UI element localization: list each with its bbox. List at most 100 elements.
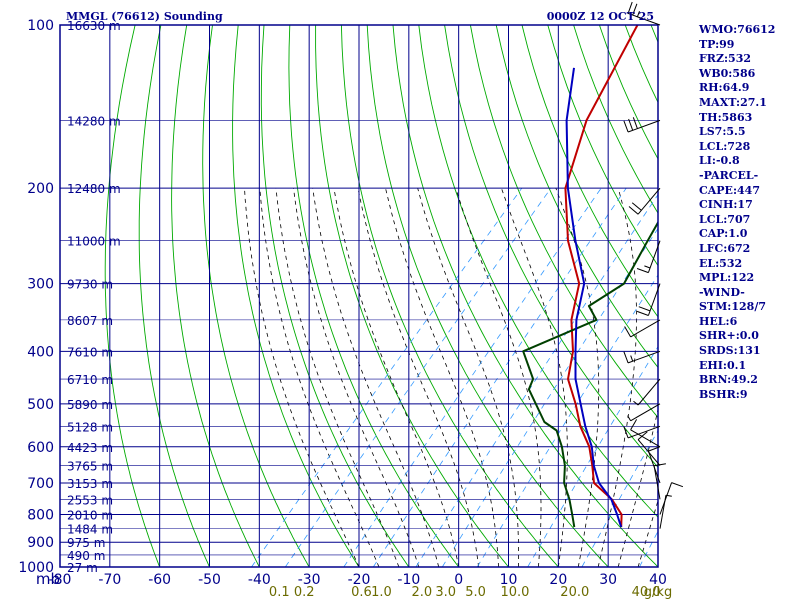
height-label: 9730 m (67, 278, 113, 292)
temperature-trace (564, 25, 639, 528)
index-line: EHI:0.1 (699, 358, 747, 372)
height-label: 2010 m (67, 508, 113, 522)
index-line: TP:99 (699, 37, 735, 51)
height-label: 16630 m (67, 19, 121, 33)
dry-adiabat (392, 25, 658, 567)
wind-barb (628, 187, 661, 215)
height-label: 27 m (67, 561, 98, 575)
pressure-tick-label: 700 (27, 476, 54, 492)
moist-adiabat (275, 188, 400, 567)
moist-adiabat (259, 188, 380, 567)
height-label: 490 m (67, 549, 105, 563)
height-label: 6710 m (67, 373, 113, 387)
dewpoint-trace (522, 220, 658, 528)
moist-adiabat (385, 188, 499, 567)
index-line: LFC:672 (699, 241, 751, 255)
index-line: FRZ:532 (699, 52, 752, 66)
pressure-tick-label: 300 (27, 277, 54, 293)
pressure-tick-label: 800 (27, 507, 54, 523)
wind-barb (623, 117, 661, 133)
dry-adiabat (104, 25, 161, 567)
temperature-tick-label: -70 (98, 572, 121, 588)
temperature-tick-label: 40 (649, 572, 667, 588)
index-line: RH:64.9 (699, 81, 750, 95)
dry-adiabat (418, 25, 658, 518)
dry-adiabat (340, 25, 559, 567)
mixing-ratio-label: 3.0 (435, 585, 456, 600)
pressure-tick-label: 200 (27, 181, 54, 197)
moist-adiabat (617, 407, 658, 567)
temperature-tick-label: -20 (348, 572, 371, 588)
dry-adiabat (260, 25, 410, 567)
pressure-unit-label: mb (36, 570, 60, 588)
wind-barb (627, 403, 661, 422)
mixing-ratio-line (441, 227, 658, 567)
index-line: WB0:586 (699, 66, 756, 80)
height-label: 11000 m (67, 235, 121, 249)
index-line: TH:5863 (699, 110, 753, 124)
index-line: EL:532 (699, 256, 743, 270)
wind-barb (633, 378, 661, 406)
height-label: 1484 m (67, 523, 113, 537)
mixing-ratio-line (415, 193, 658, 567)
index-line: MPL:122 (699, 271, 755, 285)
wind-barb (636, 283, 661, 316)
dry-adiabat (171, 25, 260, 567)
temperature-tick-label: 10 (500, 572, 518, 588)
index-line: MAXT:27.1 (699, 95, 767, 109)
dry-adiabat (315, 25, 509, 567)
mixing-ratio-label: 0.2 (294, 585, 315, 600)
temperature-tick-label: 30 (599, 572, 617, 588)
temperature-tick-label: -30 (298, 572, 321, 588)
mixing-ratio-label: 1.0 (371, 585, 392, 600)
mixing-ratio-line (639, 530, 658, 567)
index-line: SHR+:0.0 (699, 329, 759, 343)
mixing-ratio-line (476, 274, 658, 567)
wind-barb (627, 1, 661, 26)
pressure-tick-label: 600 (27, 440, 54, 456)
mixing-ratio-label: 2.0 (411, 585, 432, 600)
index-line: BSHR:9 (699, 387, 748, 401)
index-line: CINH:17 (699, 198, 753, 212)
mixing-ratio-label: g/kg (644, 585, 672, 600)
dry-adiabat (138, 25, 210, 567)
height-label: 5890 m (67, 398, 113, 412)
parcel-trace (565, 67, 623, 528)
mixing-ratio-line (527, 345, 658, 567)
height-label: 2553 m (67, 493, 113, 507)
indices-panel: WMO:76612 TP:99 FRZ:532 WB0:586 RH:64.9 MAXT:… (699, 23, 799, 402)
moist-adiabat (312, 188, 440, 567)
mixing-ratio-line (251, 187, 523, 567)
temperature-tick-label: 0 (454, 572, 463, 588)
index-line: LI:-0.8 (699, 154, 740, 168)
index-line: STM:128/7 (699, 300, 766, 314)
moist-adiabat (637, 499, 658, 567)
mixing-ratio-label: 40.0 (632, 585, 661, 600)
index-line: SRDS:131 (699, 344, 761, 358)
wind-barb (623, 425, 661, 439)
height-label: 975 m (67, 536, 105, 550)
wind-barb (659, 494, 672, 529)
temperature-tick-label: -10 (397, 572, 420, 588)
index-line: WMO:76612 (699, 23, 776, 36)
height-label: 8607 m (67, 314, 113, 328)
temperature-tick-label: -40 (248, 572, 271, 588)
index-line: BRN:49.2 (699, 373, 758, 387)
chart-title: MMGL (76612) Sounding (66, 10, 223, 23)
pressure-tick-label: 100 (27, 18, 54, 34)
wind-barb (623, 350, 661, 364)
index-line: CAP:1.0 (699, 227, 748, 241)
pressure-tick-label: 500 (27, 397, 54, 413)
moist-adiabat (333, 188, 460, 567)
index-line: -PARCEL- (699, 168, 759, 182)
dry-adiabat (232, 25, 360, 567)
wind-barb (630, 419, 661, 448)
height-label: 12480 m (67, 182, 121, 196)
mixing-ratio-label: 5.0 (465, 585, 486, 600)
index-line: -WIND- (699, 285, 745, 299)
moist-adiabat (357, 188, 479, 567)
pressure-tick-label: 1000 (18, 560, 54, 576)
index-line: CAPE:447 (699, 183, 760, 197)
